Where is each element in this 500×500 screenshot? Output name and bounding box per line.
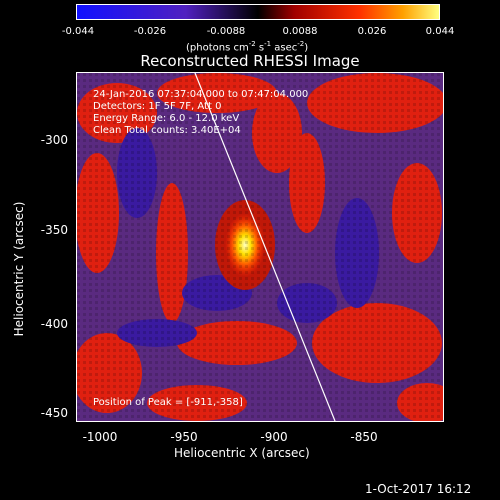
x-tick-label: -1000 [82,430,118,444]
colorbar-tick: 0.044 [425,26,455,37]
colorbar-unit-label: (photons cm-2 s-1 asec-2) [186,40,309,54]
colorbar [76,4,440,20]
y-tick-label: -300 [40,133,68,147]
y-tick-label: -450 [40,406,68,420]
colorbar-tick: -0.044 [61,26,95,37]
y-axis-label: Heliocentric Y (arcsec) [12,201,26,337]
peak-position-label: Position of Peak = [-911,-358] [93,397,243,408]
x-tick-label: -950 [170,430,198,444]
image-map [77,73,443,421]
energy-range-label: Energy Range: 6.0 - 12.0 keV [93,113,240,124]
colorbar-tick: -0.026 [133,26,167,37]
x-tick-label: -900 [260,430,288,444]
colorbar-tick: 0.026 [357,26,387,37]
x-tick-label: -850 [350,430,378,444]
image-title: Reconstructed RHESSI Image [140,52,360,70]
colorbar-tick: 0.0088 [282,26,318,37]
y-tick-label: -400 [40,317,68,331]
clean-counts-label: Clean Total counts: 3.40E+04 [93,125,241,136]
timestamp: 1-Oct-2017 16:12 [365,482,472,496]
x-axis-label: Heliocentric X (arcsec) [174,446,310,460]
colorbar-tick: -0.0088 [206,26,246,37]
rhessi-image: 24-Jan-2016 07:37:04.000 to 07:47:04.000… [76,72,444,422]
y-tick-label: -350 [40,223,68,237]
detectors-label: Detectors: 1F 5F 7F, Att 0 [93,101,222,112]
time-range-label: 24-Jan-2016 07:37:04.000 to 07:47:04.000 [93,89,309,100]
